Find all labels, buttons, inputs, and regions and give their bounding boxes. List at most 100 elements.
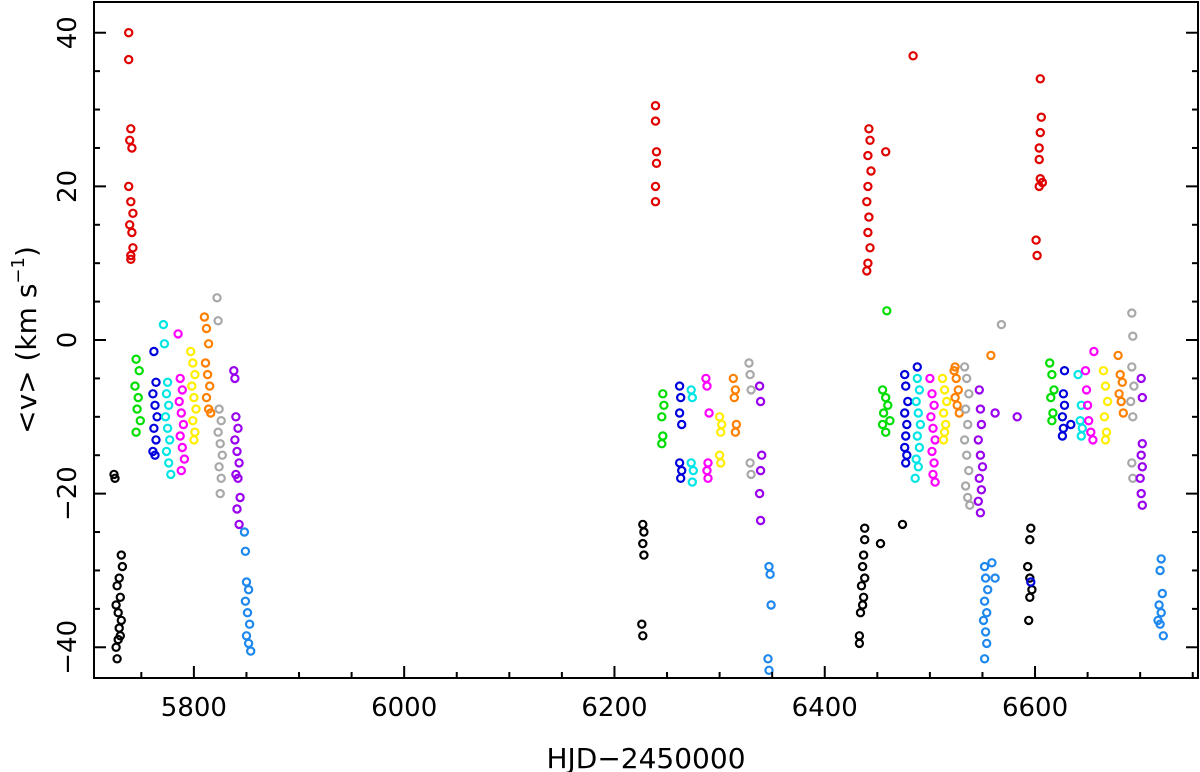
data-point [982,608,992,618]
data-point [862,266,872,276]
data-point [764,561,774,572]
data-point [201,323,212,334]
data-point [963,419,973,430]
data-point [231,412,241,422]
data-point [114,623,124,633]
data-point [199,312,210,322]
data-point [639,527,649,537]
data-point [1077,423,1088,433]
data-point [651,158,662,168]
data-point [204,381,215,391]
data-point [925,373,935,384]
data-point [229,366,239,376]
data-point [657,439,667,449]
data-point [1098,366,1109,376]
data-point [854,638,865,649]
data-point [865,135,875,145]
series-5 [158,319,1088,487]
data-point [674,381,685,391]
data-point [942,396,952,407]
data-point [903,396,913,407]
data-point [1073,369,1083,380]
data-point [950,362,960,372]
data-point [902,419,912,430]
data-point [111,642,121,653]
data-point [132,404,142,414]
data-point [1031,235,1041,245]
data-point [1025,592,1035,603]
data-point [1102,396,1113,407]
data-point [123,28,134,38]
data-point [941,419,951,430]
data-point [200,358,211,368]
data-point [979,596,990,606]
data-point [938,435,949,445]
data-point [929,400,939,410]
data-point [1137,439,1148,449]
data-point [239,527,250,537]
data-point [1136,488,1146,499]
data-point [1156,554,1166,564]
data-point [704,408,714,418]
data-point [185,346,196,357]
data-point [212,293,222,303]
data-point [913,408,924,418]
data-point [650,116,661,126]
data-point [703,473,713,483]
data-point [729,392,740,403]
data-point [160,412,171,422]
series-10 [229,366,1148,530]
data-point [214,404,224,414]
data-point [963,492,973,503]
data-point [176,465,186,476]
data-point [1058,423,1069,433]
data-point [175,373,185,384]
data-point [124,220,135,230]
data-point [1115,369,1125,380]
data-point [1027,585,1037,595]
data-point [976,419,987,430]
data-point [939,427,950,437]
data-point [637,619,647,629]
data-point [130,381,140,391]
data-point [860,535,870,545]
data-point [856,581,867,591]
data-point [990,408,1000,418]
data-point [203,339,214,349]
data-point [730,385,741,395]
data-point [687,392,698,403]
data-point [864,124,874,134]
series-3 [130,306,1059,449]
data-point [150,450,160,460]
series-4 [148,346,1076,587]
x-tick-label: 6400 [792,693,858,723]
data-point [701,373,711,384]
data-point [676,392,686,403]
data-point [189,392,199,403]
data-point [978,615,989,626]
data-point [149,423,159,433]
data-point [1089,346,1099,357]
data-point [1026,577,1036,587]
data-point [755,465,766,476]
data-point [975,508,986,518]
data-point [113,608,123,618]
data-point [938,408,949,418]
data-point [148,389,158,399]
data-point [912,373,923,384]
data-point [728,373,739,384]
data-point [702,465,712,476]
data-point [116,615,127,626]
data-point [213,316,223,326]
data-point [959,435,970,445]
y-tick-label: 20 [53,170,83,203]
data-point [964,465,974,476]
data-point [1081,385,1092,395]
y-tick-label: 0 [53,332,83,349]
data-point [1075,416,1085,426]
data-point [911,396,921,407]
data-point [914,442,925,453]
data-point [638,631,648,641]
data-point [1026,523,1036,533]
data-point [674,458,685,468]
